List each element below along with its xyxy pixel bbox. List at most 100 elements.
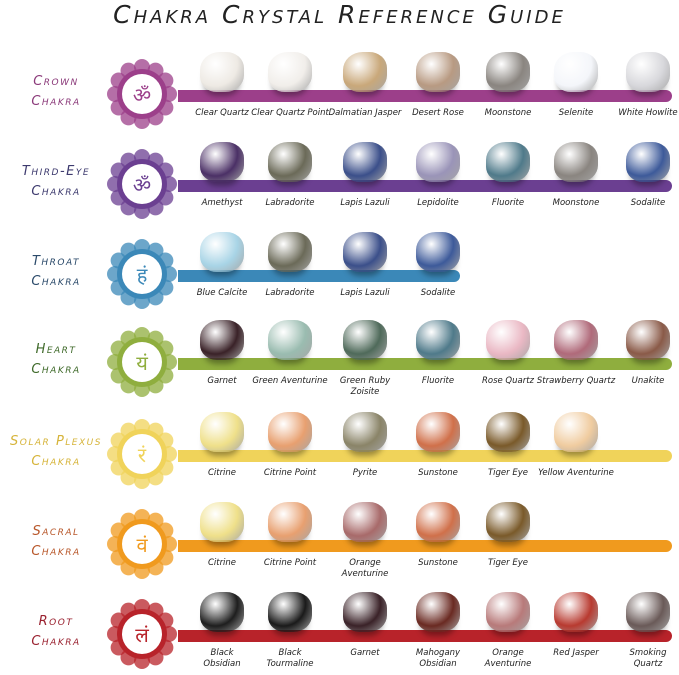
- chakra-name-line1: Solar Plexus: [10, 434, 102, 449]
- crystal-image: [200, 232, 244, 272]
- crystal-label: Lapis Lazuli: [340, 288, 390, 298]
- svg-text:ॐ: ॐ: [133, 83, 151, 107]
- crystal-image: [200, 592, 244, 632]
- crystal-label: Dalmatian Jasper: [328, 108, 402, 118]
- crystal-label: Moonstone: [484, 108, 532, 118]
- crystal-label: Lapis Lazuli: [340, 198, 390, 208]
- lam-icon: लं: [107, 599, 177, 669]
- crystal-image: [416, 142, 460, 182]
- chakra-name: Solar Plexus Chakra: [0, 432, 112, 472]
- crystal-label: Tiger Eye: [487, 468, 528, 478]
- crystal-image: [343, 412, 387, 452]
- crystal-image: [626, 142, 670, 182]
- crystal-image: [416, 232, 460, 272]
- crystal-image: [416, 412, 460, 452]
- crystal-image: [626, 592, 670, 632]
- svg-text:लं: लं: [135, 623, 149, 647]
- chakra-name: Root Chakra: [0, 612, 112, 652]
- crystal-label: Fluorite: [491, 198, 525, 208]
- crystal-image: [343, 232, 387, 272]
- crystal-label: Garnet: [350, 648, 380, 658]
- crystal-image: [268, 320, 312, 360]
- chakra-name-line1: Sacral: [32, 524, 80, 539]
- yam-icon: यं: [107, 327, 177, 397]
- crystal-image: [486, 52, 530, 92]
- chakra-name-line2: Chakra: [31, 94, 81, 109]
- crystal-label: Orange Aventurine: [484, 648, 532, 669]
- crystal-image: [200, 320, 244, 360]
- crystal-image: [554, 52, 598, 92]
- chakra-name: Throat Chakra: [0, 252, 112, 292]
- crystal-image: [200, 52, 244, 92]
- svg-text:रं: रं: [138, 443, 147, 467]
- crystal-label: Sunstone: [418, 468, 458, 478]
- crystal-image: [626, 52, 670, 92]
- page-title: Chakra Crystal Reference Guide: [113, 0, 566, 29]
- crystal-image: [554, 320, 598, 360]
- crystal-image: [554, 592, 598, 632]
- crystal-image: [554, 412, 598, 452]
- crystal-image: [416, 52, 460, 92]
- crystal-image: [486, 142, 530, 182]
- crystal-image: [268, 232, 312, 272]
- crystal-label: Citrine: [207, 468, 237, 478]
- chakra-name: Sacral Chakra: [0, 522, 112, 562]
- chakra-row: Crown Chakra ॐ Clear Quartz Clear Quartz Poi…: [0, 50, 679, 140]
- crystal-image: [486, 592, 530, 632]
- crystal-label: Desert Rose: [412, 108, 464, 118]
- om-icon: ॐ: [107, 59, 177, 129]
- crystal-label: Smoking Quartz: [629, 648, 667, 669]
- chakra-name: Heart Chakra: [0, 340, 112, 380]
- crystal-label: Citrine: [207, 558, 237, 568]
- crystal-label: Labradorite: [265, 198, 315, 208]
- chakra-name-line1: Heart: [35, 342, 77, 357]
- crystal-label: Sunstone: [418, 558, 458, 568]
- crystal-label: Labradorite: [265, 288, 315, 298]
- crystal-image: [486, 502, 530, 542]
- chakra-name-line1: Third-Eye: [21, 164, 91, 179]
- ham-icon: हं: [107, 239, 177, 309]
- crystal-label: Pyrite: [352, 468, 378, 478]
- crystal-label: Black Tourmaline: [266, 648, 314, 669]
- crystal-image: [343, 52, 387, 92]
- crystal-label: Moonstone: [552, 198, 600, 208]
- crystal-image: [554, 142, 598, 182]
- crystal-image: [200, 412, 244, 452]
- crystal-image: [486, 412, 530, 452]
- chakra-row: Sacral Chakra वं Citrine Citrine Point Orange…: [0, 500, 679, 590]
- crystal-label: Red Jasper: [553, 648, 599, 658]
- crystal-label: Strawberry Quartz: [536, 376, 616, 386]
- crystal-image: [626, 320, 670, 360]
- crystal-label: Unakite: [631, 376, 665, 386]
- chakra-name-line2: Chakra: [31, 454, 81, 469]
- chakra-name-line2: Chakra: [31, 544, 81, 559]
- chakra-band: [178, 90, 672, 102]
- chakra-band: [178, 180, 672, 192]
- crystal-label: Fluorite: [421, 376, 455, 386]
- crystal-image: [268, 52, 312, 92]
- crystal-label: Lepidolite: [417, 198, 459, 208]
- crystal-image: [268, 412, 312, 452]
- crystal-image: [343, 502, 387, 542]
- chakra-row: Solar Plexus Chakra रं Citrine Citrine Point…: [0, 410, 679, 500]
- crystal-label: White Howlite: [618, 108, 678, 118]
- crystal-label: Orange Aventurine: [341, 558, 389, 579]
- chakra-row: Throat Chakra हं Blue Calcite Labradorite Lap…: [0, 230, 679, 320]
- crystal-image: [268, 502, 312, 542]
- chakra-band: [178, 358, 672, 370]
- chakra-band: [178, 630, 672, 642]
- crystal-label: Rose Quartz: [481, 376, 535, 386]
- chakra-name-line1: Root: [38, 614, 74, 629]
- svg-text:हं: हं: [137, 263, 148, 287]
- crystal-label: Sodalite: [420, 288, 456, 298]
- chakra-name-line2: Chakra: [31, 634, 81, 649]
- svg-text:ॐ: ॐ: [133, 173, 151, 197]
- chakra-name-line2: Chakra: [31, 274, 81, 289]
- crystal-label: Mahogany Obsidian: [415, 648, 461, 669]
- chakra-row: Heart Chakra यं Garnet Green Aventurine Green…: [0, 318, 679, 408]
- crystal-label: Green Ruby Zoisite: [339, 376, 391, 397]
- crystal-image: [416, 320, 460, 360]
- chakra-name-line1: Crown: [33, 74, 79, 89]
- chakra-name-line2: Chakra: [31, 184, 81, 199]
